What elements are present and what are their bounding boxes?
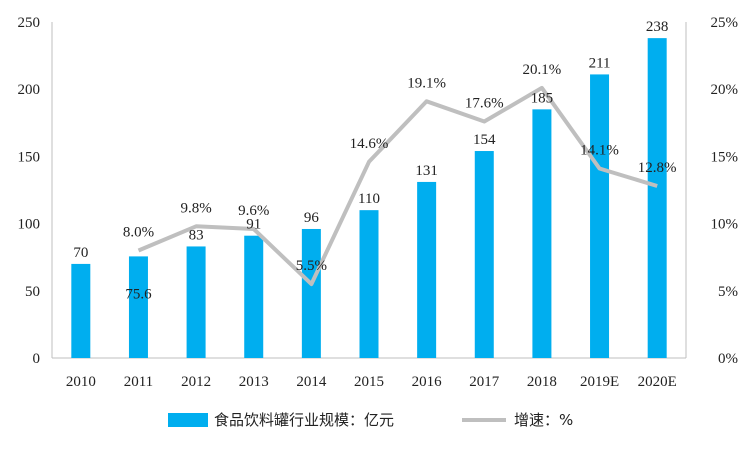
bar [71, 263, 91, 358]
line-value-label: 5.5% [296, 258, 327, 274]
x-tick-label: 2018 [527, 374, 557, 390]
bar-value-label: 83 [189, 227, 204, 243]
x-tick-label: 2015 [354, 374, 384, 390]
bar-value-label: 238 [646, 19, 669, 35]
bar [474, 151, 494, 358]
bar [186, 246, 206, 358]
x-tick-label: 2016 [412, 374, 443, 390]
x-tick-label: 2011 [124, 374, 153, 390]
growth-line [137, 85, 658, 287]
x-tick-label: 2017 [469, 374, 500, 390]
y-right-tick-label: 10% [711, 217, 739, 233]
y-left-tick-label: 250 [18, 15, 41, 31]
line-value-label: 8.0% [123, 224, 154, 240]
x-tick-label: 2013 [239, 374, 269, 390]
line-value-label: 17.6% [465, 95, 504, 111]
line-value-label: 14.6% [350, 136, 389, 152]
x-tick-label: 2012 [181, 374, 211, 390]
legend-label-bar: 食品饮料罐行业规模：亿元 [214, 411, 394, 429]
bar-value-label: 70 [73, 245, 88, 261]
bar-value-label: 131 [415, 163, 438, 179]
y-right-tick-label: 5% [718, 284, 738, 300]
x-tick-label: 2014 [296, 374, 327, 390]
line-value-label: 14.1% [580, 142, 619, 158]
y-left-tick-label: 200 [18, 82, 41, 98]
x-tick-label: 2020E [638, 374, 677, 390]
bar [417, 181, 437, 358]
line-value-label: 20.1% [523, 62, 562, 78]
y-right-tick-label: 15% [711, 149, 739, 165]
y-right-tick-label: 0% [718, 351, 738, 367]
line-value-label: 19.1% [407, 75, 446, 91]
bar [359, 210, 379, 358]
bar [244, 235, 264, 358]
y-right-tick-label: 20% [711, 82, 739, 98]
legend-label-line: 增速：% [514, 411, 573, 429]
legend-swatch-bar [168, 413, 208, 427]
line-value-label: 9.6% [238, 203, 269, 219]
y-left-tick-label: 150 [18, 149, 41, 165]
y-left-tick-label: 100 [18, 217, 41, 233]
bar [532, 109, 552, 358]
bar-value-label: 110 [358, 191, 380, 207]
bar-value-label: 211 [589, 55, 611, 71]
bar-value-label: 154 [473, 132, 496, 148]
line-value-label: 12.8% [638, 160, 677, 176]
bar-value-label: 185 [531, 90, 554, 106]
bar [647, 38, 667, 359]
x-tick-label: 2019E [580, 374, 619, 390]
x-tick-label: 2010 [66, 374, 96, 390]
bar [128, 256, 148, 358]
bar-value-label: 91 [246, 217, 261, 233]
y-left-tick-label: 50 [25, 284, 40, 300]
bar [590, 74, 610, 358]
line-value-label: 9.8% [180, 200, 211, 216]
y-right-tick-label: 25% [711, 15, 739, 31]
bar [301, 228, 321, 358]
y-left-tick-label: 0 [33, 351, 41, 367]
bar-value-label: 96 [304, 210, 320, 226]
bar-value-label: 75.6 [125, 286, 152, 302]
